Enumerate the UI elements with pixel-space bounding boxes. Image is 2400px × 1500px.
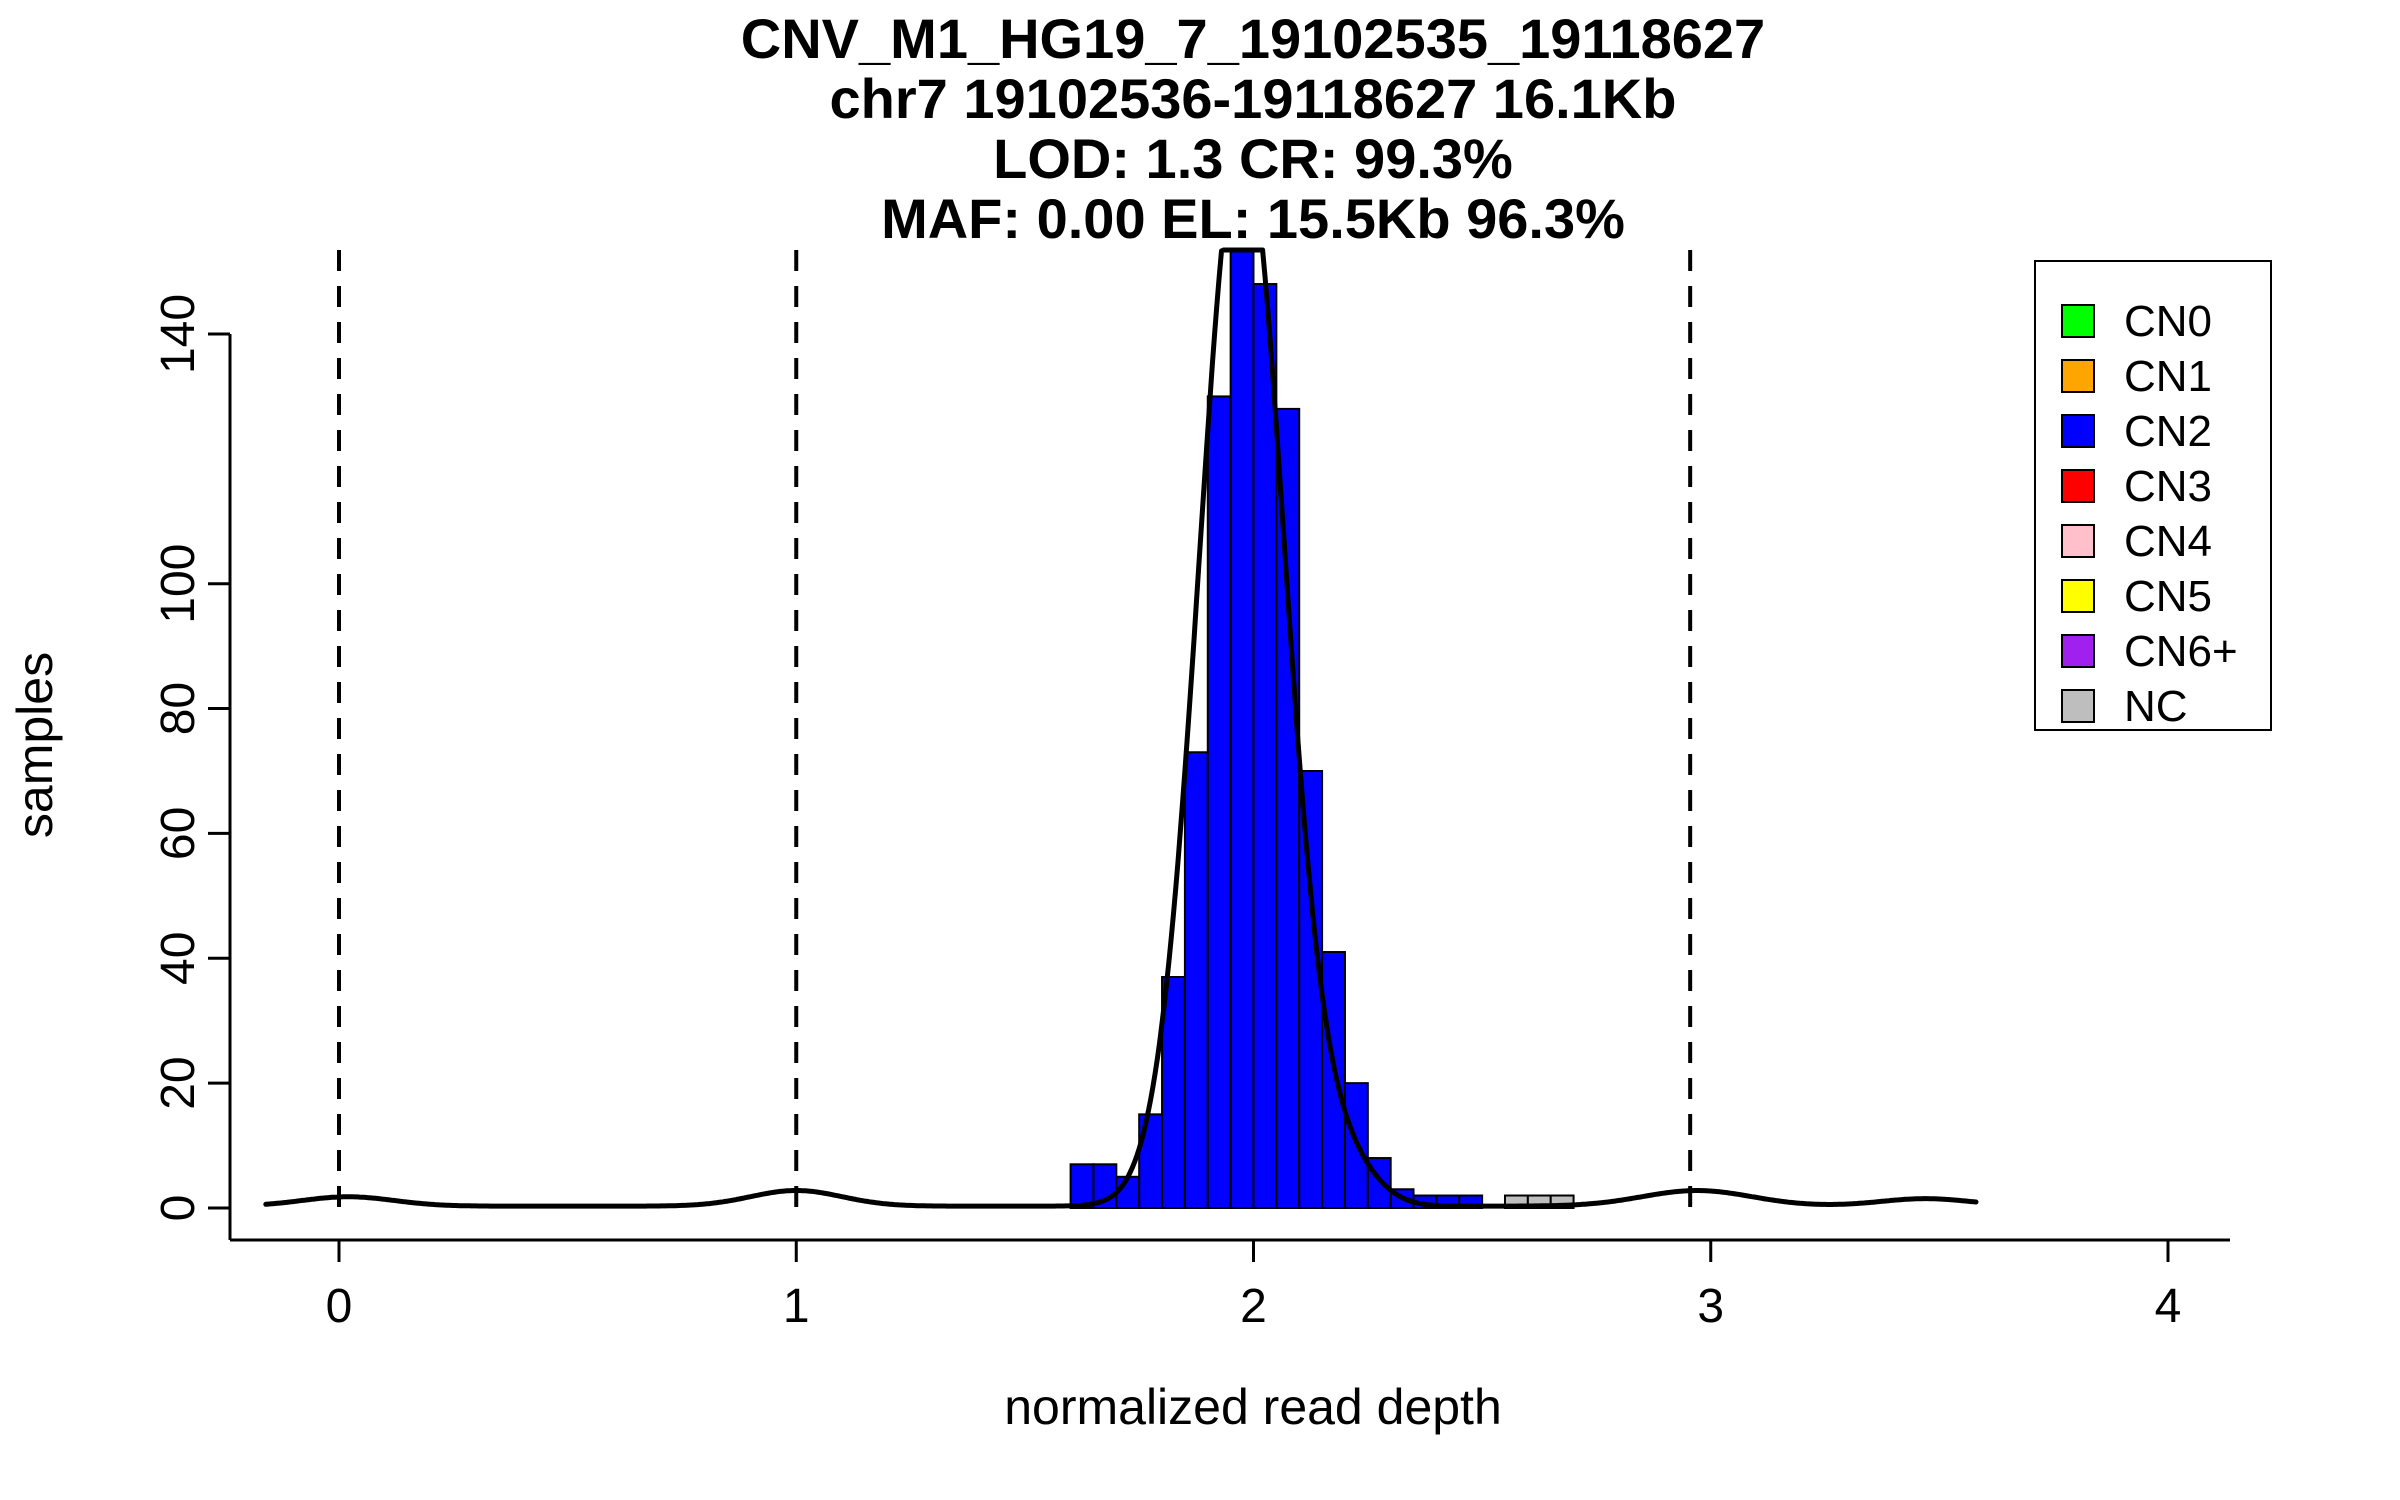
title-line-3: LOD: 1.3 CR: 99.3% — [993, 127, 1513, 190]
cn2-histogram-bar — [1206, 395, 1232, 1210]
x-tick-label: 4 — [2155, 1280, 2182, 1333]
cn2-histogram-bar — [1252, 283, 1278, 1209]
density-curve — [263, 247, 1979, 1209]
y-tick-label: 140 — [152, 294, 205, 374]
title-line-2: chr7 19102536-19118627 16.1Kb — [830, 67, 1677, 130]
y-axis-title: samples — [7, 652, 63, 838]
legend-label: CN6+ — [2124, 627, 2238, 676]
legend-label: NC — [2124, 682, 2188, 731]
legend-swatch-cn5 — [2061, 579, 2095, 613]
title-line-4: MAF: 0.00 EL: 15.5Kb 96.3% — [881, 187, 1625, 250]
legend-label: CN4 — [2124, 517, 2212, 566]
x-axis-title: normalized read depth — [1004, 1379, 1502, 1435]
y-tick-label: 0 — [152, 1195, 205, 1222]
legend-label: CN0 — [2124, 297, 2212, 346]
x-tick-label: 0 — [326, 1280, 353, 1333]
legend-label: CN1 — [2124, 352, 2212, 401]
legend-label: CN5 — [2124, 572, 2212, 621]
title-line-1: CNV_M1_HG19_7_19102535_19118627 — [741, 7, 1765, 70]
x-tick-label: 3 — [1697, 1280, 1724, 1333]
x-tick-label: 2 — [1240, 1280, 1267, 1333]
cn2-histogram-bar — [1298, 769, 1324, 1209]
legend-swatch-nc — [2061, 689, 2095, 723]
cn2-histogram-bar — [1275, 407, 1301, 1209]
legend-swatch-cn6plus — [2061, 634, 2095, 668]
legend-swatch-cn4 — [2061, 524, 2095, 558]
y-tick-label: 40 — [152, 932, 205, 985]
legend-label: CN3 — [2124, 462, 2212, 511]
cn2-histogram-bar — [1229, 249, 1255, 1209]
cn2-histogram-bar — [1183, 751, 1209, 1209]
legend-swatch-cn3 — [2061, 469, 2095, 503]
legend-swatch-cn1 — [2061, 359, 2095, 393]
y-tick-label: 100 — [152, 544, 205, 624]
y-tick-label: 60 — [152, 807, 205, 860]
cn2-histogram-bar — [1069, 1163, 1095, 1209]
legend-label: CN2 — [2124, 407, 2212, 456]
y-tick-label: 20 — [152, 1056, 205, 1109]
cn2-histogram-bar — [1321, 951, 1346, 1209]
x-tick-label: 1 — [783, 1280, 810, 1333]
y-tick-label: 80 — [152, 682, 205, 735]
legend-swatch-cn0 — [2061, 304, 2095, 338]
legend-swatch-cn2 — [2061, 414, 2095, 448]
